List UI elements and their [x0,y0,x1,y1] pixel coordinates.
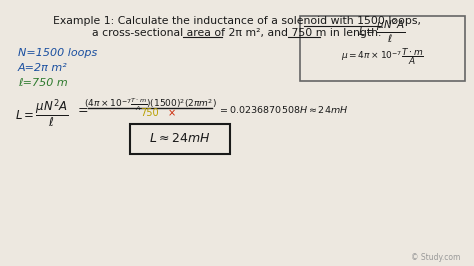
Text: $L = \dfrac{\mu N^2 A}{\ell}$: $L = \dfrac{\mu N^2 A}{\ell}$ [15,98,69,130]
Bar [300,16,465,81]
Text: 750: 750 [141,108,159,118]
Text: =: = [78,104,89,117]
Text: A=2π m²: A=2π m² [18,63,68,73]
Text: $L = \dfrac{\mu N^2 A}{\ell}$: $L = \dfrac{\mu N^2 A}{\ell}$ [358,18,406,45]
Text: ×: × [168,108,176,118]
Text: $(4\pi\times10^{-7}\frac{T \cdot m}{A})(1500)^2(2\pi m^2)$: $(4\pi\times10^{-7}\frac{T \cdot m}{A})(… [83,96,217,113]
Text: Example 1: Calculate the inductance of a solenoid with 1500 loops,: Example 1: Calculate the inductance of a… [53,16,421,26]
Text: a cross-sectional area of 2π m², and 750 m in length.: a cross-sectional area of 2π m², and 750… [92,28,382,38]
Text: $L \approx 24mH$: $L \approx 24mH$ [149,131,211,144]
Text: $\mu = 4\pi \times 10^{-7} \dfrac{T \cdot m}{A}$: $\mu = 4\pi \times 10^{-7} \dfrac{T \cdo… [341,46,423,67]
Text: ℓ=750 m: ℓ=750 m [18,78,68,88]
Text: © Study.com: © Study.com [410,253,460,262]
Text: $= 0.0236870508H \approx 24mH$: $= 0.0236870508H \approx 24mH$ [218,104,348,115]
Text: N=1500 loops: N=1500 loops [18,48,97,58]
Bar [130,124,230,154]
